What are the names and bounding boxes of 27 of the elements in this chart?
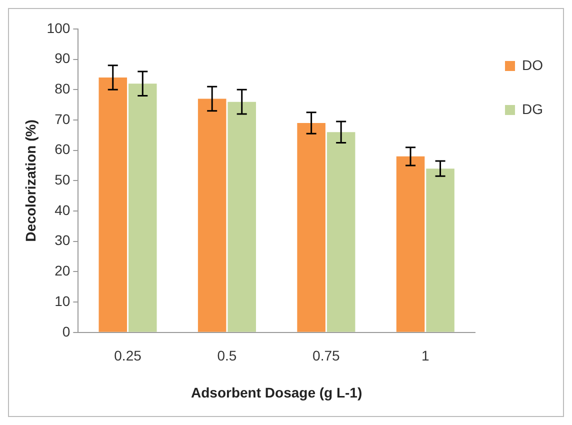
y-tick-label: 70 bbox=[54, 110, 70, 127]
y-tick-label: 30 bbox=[54, 232, 70, 248]
x-tick-label: 0.25 bbox=[114, 348, 142, 364]
bar bbox=[297, 123, 326, 332]
bar bbox=[426, 168, 454, 332]
y-tick-label: 40 bbox=[54, 202, 70, 218]
legend-label: DG bbox=[522, 100, 543, 117]
x-tick-label: 0.5 bbox=[217, 348, 237, 364]
x-axis-title: Adsorbent Dosage (g L-1) bbox=[191, 384, 362, 400]
y-tick-label: 10 bbox=[54, 292, 70, 309]
legend-label: DO bbox=[522, 56, 544, 73]
y-tick-label: 0 bbox=[62, 323, 70, 340]
x-tick-label: 1 bbox=[421, 348, 430, 364]
y-tick-label: 20 bbox=[54, 262, 70, 279]
y-tick-label: 80 bbox=[54, 80, 70, 97]
y-axis-title: Decolorization (%) bbox=[22, 120, 38, 242]
bar bbox=[198, 98, 226, 332]
y-tick-label: 50 bbox=[54, 172, 70, 188]
bar bbox=[98, 78, 128, 332]
x-tick-label: 0.75 bbox=[312, 348, 340, 364]
bar bbox=[396, 156, 425, 332]
y-tick-label: 60 bbox=[54, 141, 70, 158]
y-tick-label: 100 bbox=[46, 20, 70, 36]
bar bbox=[128, 84, 157, 332]
bar bbox=[228, 102, 256, 332]
bar bbox=[326, 132, 356, 332]
y-tick-label: 90 bbox=[54, 50, 70, 66]
